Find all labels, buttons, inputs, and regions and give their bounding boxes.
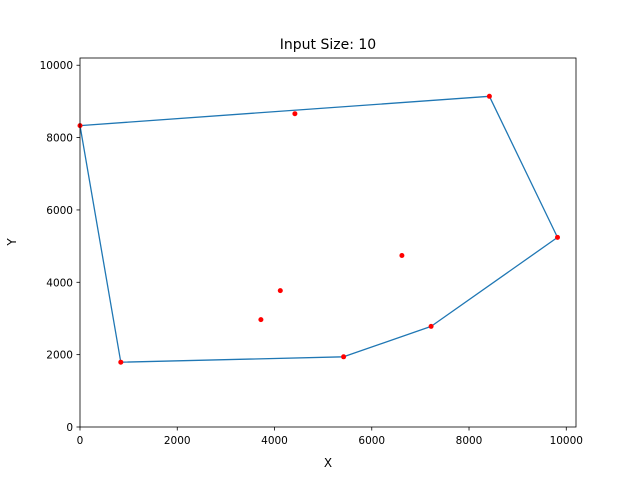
x-tick-label: 6000 xyxy=(358,435,385,447)
x-tick-label: 0 xyxy=(77,435,84,447)
y-tick-label: 4000 xyxy=(46,277,73,289)
data-point xyxy=(341,354,347,360)
y-tick-label: 2000 xyxy=(46,350,73,362)
y-tick-label: 8000 xyxy=(46,133,73,145)
hull-line xyxy=(79,95,559,363)
y-tick-label: 0 xyxy=(66,422,73,434)
x-tick-label: 8000 xyxy=(456,435,483,447)
data-point xyxy=(555,234,560,240)
axes-frame xyxy=(79,57,577,428)
x-tick-label: 4000 xyxy=(261,435,288,447)
data-point xyxy=(292,111,298,117)
data-point xyxy=(486,93,492,99)
x-tick-label: 2000 xyxy=(164,435,191,447)
x-tick-label: 10000 xyxy=(550,435,583,447)
data-point xyxy=(428,323,434,329)
y-axis-label: Y xyxy=(5,238,19,247)
x-axis-label: X xyxy=(324,456,332,470)
data-point xyxy=(399,253,405,258)
data-point xyxy=(118,359,124,365)
data-point xyxy=(258,317,264,323)
plot-area: 0 2000 4000 6000 8000 10000 0 2000 4000 6000 8000 1… xyxy=(40,57,583,447)
y-tick-label: 10000 xyxy=(40,60,73,72)
y-tick-label: 6000 xyxy=(46,205,73,217)
chart-title: Input Size: 10 xyxy=(280,37,376,53)
data-point xyxy=(277,288,283,294)
